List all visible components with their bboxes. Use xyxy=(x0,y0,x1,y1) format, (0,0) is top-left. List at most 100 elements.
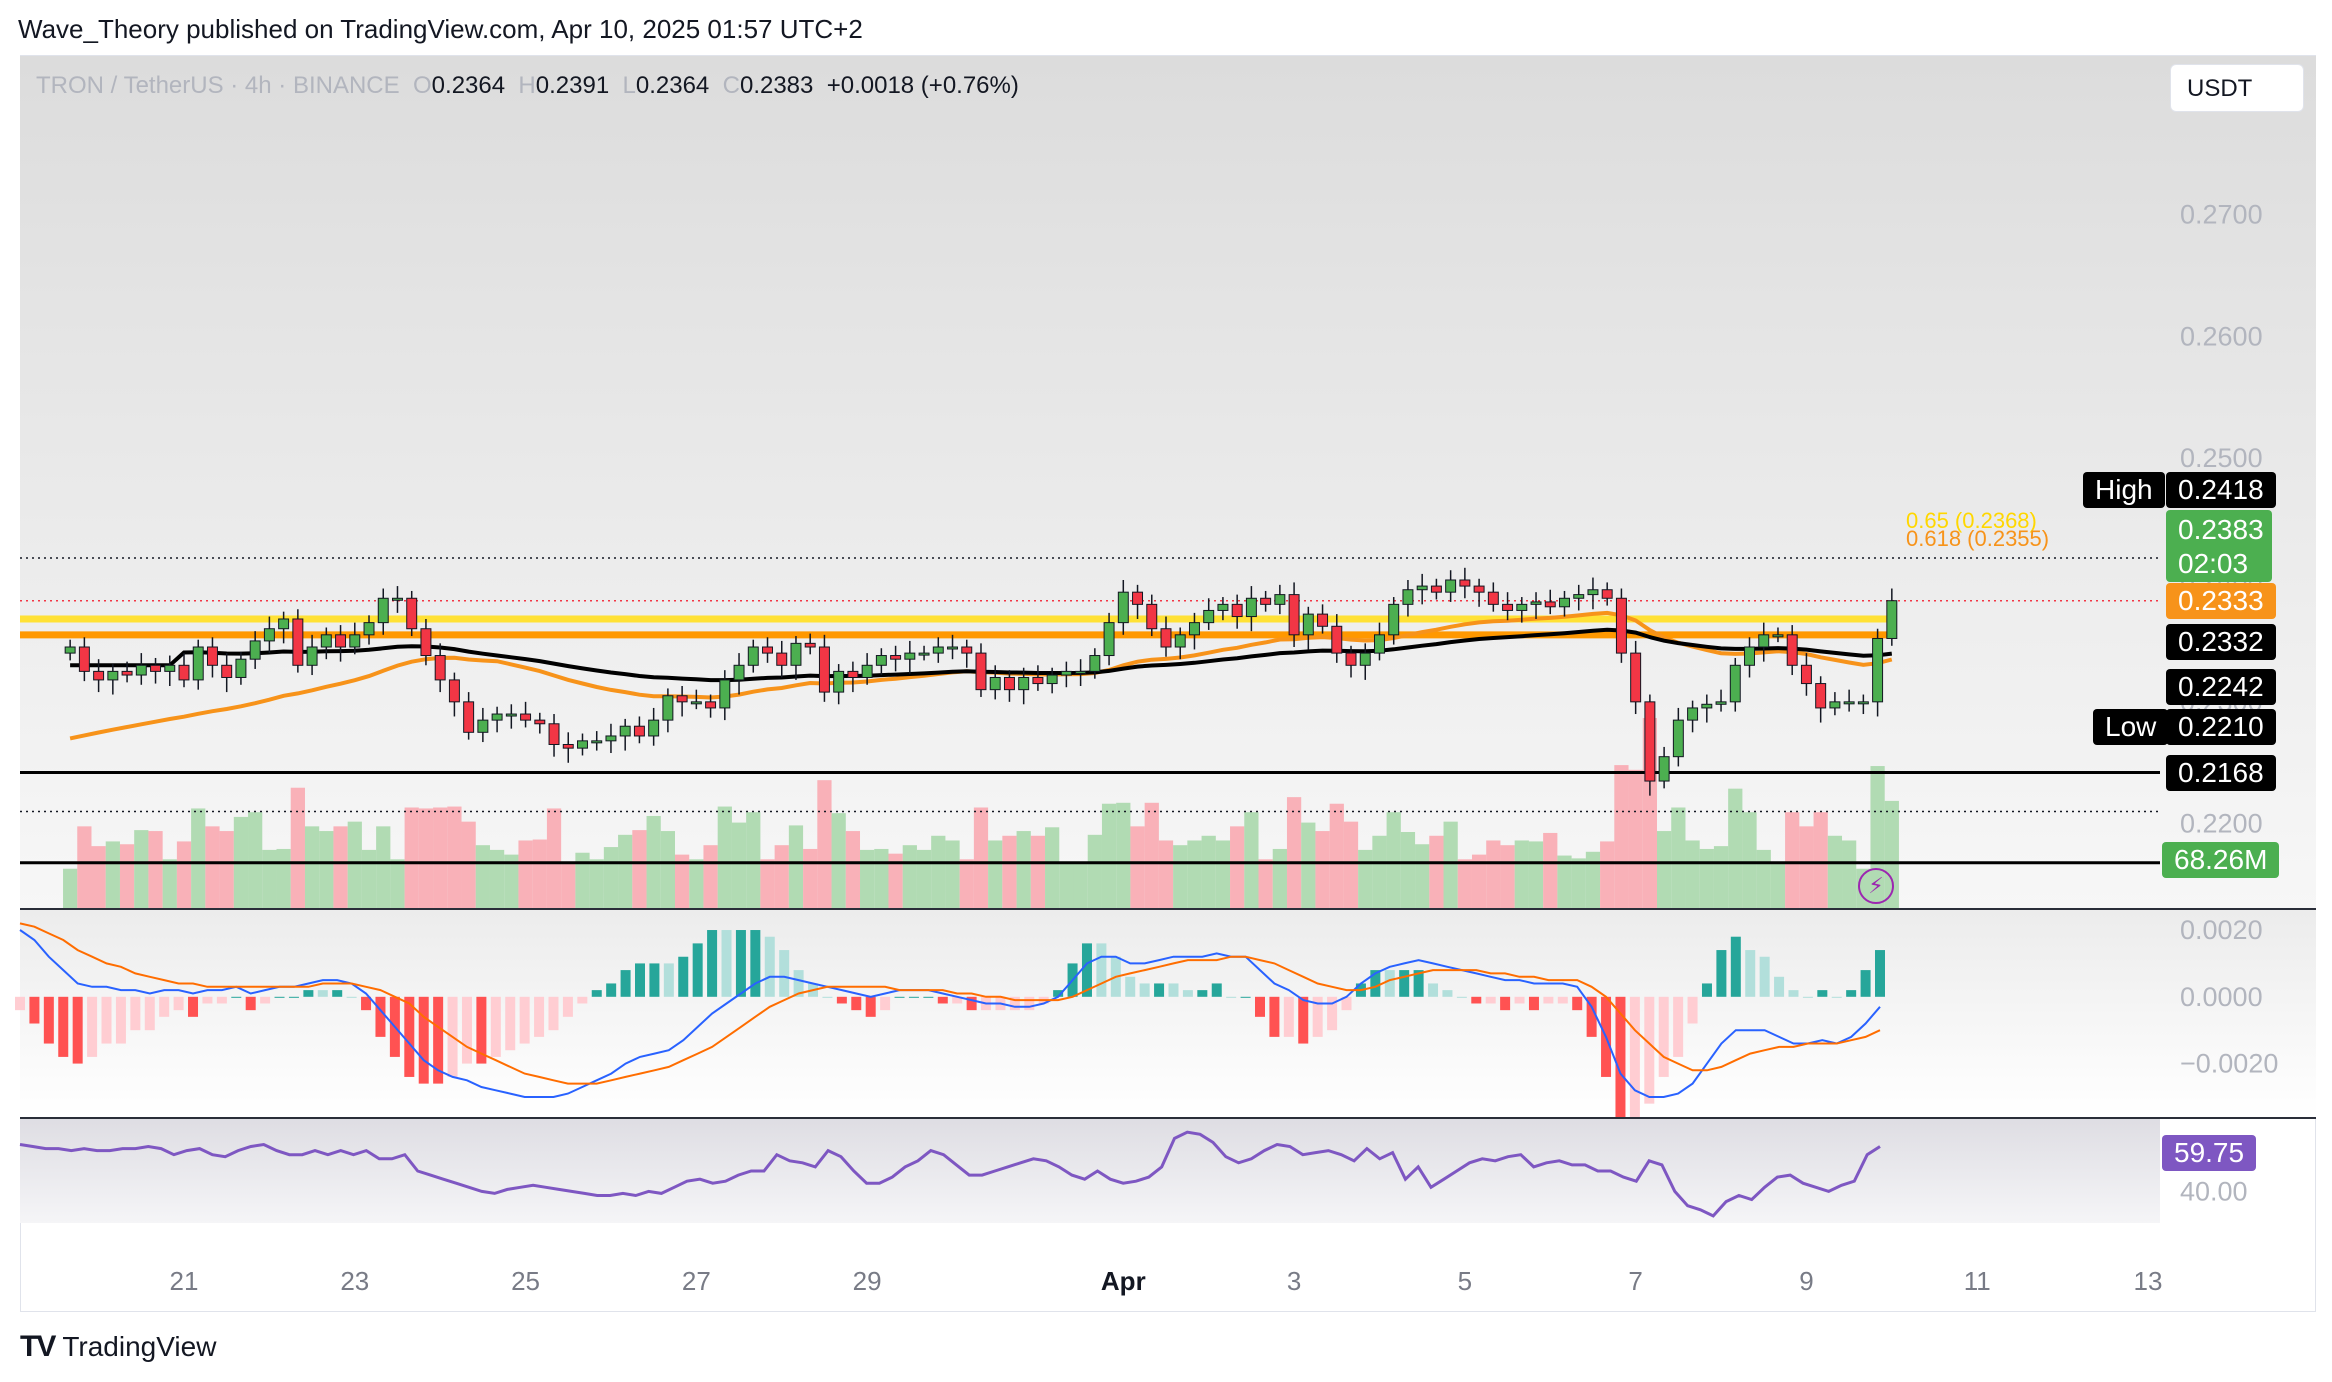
volume-bar xyxy=(1016,831,1031,908)
candle-body xyxy=(989,676,1001,691)
candle-body xyxy=(818,646,830,693)
volume-bar xyxy=(489,849,505,908)
candle-body xyxy=(1075,670,1087,674)
macd-histogram-bar xyxy=(260,996,271,1004)
macd-histogram-bar xyxy=(952,996,963,1004)
candle-body xyxy=(335,634,347,648)
volume-bar xyxy=(916,849,932,908)
symbol-legend[interactable]: TRON / TetherUS · 4h · BINANCE O0.2364 H… xyxy=(36,72,1019,100)
candle-body xyxy=(961,646,973,654)
macd-histogram-bar xyxy=(1384,970,1395,997)
candle-body xyxy=(292,618,304,666)
volume-bar xyxy=(988,840,1003,908)
macd-histogram-bar xyxy=(1442,990,1453,997)
legend-o-value: 0.2364 xyxy=(431,72,506,99)
candle-body xyxy=(1359,652,1371,666)
macd-histogram-bar xyxy=(1875,950,1885,997)
countdown-label: 02:03 xyxy=(2178,548,2249,579)
price-tick-label: 0.2500 xyxy=(2180,443,2263,473)
macd-histogram-bar xyxy=(1226,996,1237,998)
macd-histogram-bar xyxy=(548,996,559,1031)
volume-bar xyxy=(1073,864,1088,908)
macd-histogram-bar xyxy=(1139,983,1150,997)
candle-body xyxy=(406,597,418,630)
candle-body xyxy=(534,719,546,725)
candle-body xyxy=(847,670,859,678)
volume-bar xyxy=(1429,835,1444,908)
candle-body xyxy=(391,597,403,601)
volume-bar xyxy=(1315,831,1330,908)
volume-bar xyxy=(1101,803,1117,908)
macd-histogram-bar xyxy=(1053,990,1064,997)
macd-histogram-bar xyxy=(577,996,588,1004)
volume-bar xyxy=(148,831,163,908)
macd-histogram-bar xyxy=(159,996,170,1017)
candle-body xyxy=(363,622,375,636)
volume-bar xyxy=(561,863,576,908)
macd-histogram-bar xyxy=(836,996,847,1004)
volume-value-label: 68.26M xyxy=(2162,842,2280,878)
time-tick-label: 3 xyxy=(1287,1266,1301,1296)
volume-bar xyxy=(1002,835,1017,908)
candle-body xyxy=(1288,594,1300,636)
macd-histogram-bar xyxy=(130,996,141,1031)
candle-body xyxy=(577,740,588,749)
candle-body xyxy=(164,664,176,672)
volume-bar xyxy=(77,826,92,908)
candle-body xyxy=(1530,601,1542,605)
volume-bar xyxy=(1600,841,1615,908)
volume-bar xyxy=(361,849,377,908)
macd-histogram-bar xyxy=(735,930,746,997)
volume-bar xyxy=(532,839,547,908)
candle-body xyxy=(121,670,133,676)
macd-histogram-bar xyxy=(418,996,429,1084)
footer[interactable]: TV TradingView xyxy=(20,1330,216,1364)
volume-bar xyxy=(1030,835,1046,908)
time-tick-label: 13 xyxy=(2134,1266,2163,1296)
macd-histogram-bar xyxy=(721,930,732,997)
candle-body xyxy=(1174,634,1186,648)
macd-histogram-bar xyxy=(1370,970,1381,997)
volume-bar xyxy=(191,808,206,908)
replay-lightning-icon[interactable]: ⚡ xyxy=(1858,868,1894,904)
macd-histogram-bar xyxy=(1831,996,1842,998)
volume-bar xyxy=(119,844,135,908)
volume-bar xyxy=(817,780,832,908)
candle-body xyxy=(263,628,275,642)
fib-65-label: 0.65 (0.2368) xyxy=(1906,508,2037,533)
macd-histogram-bar xyxy=(1730,936,1741,997)
macd-histogram-bar xyxy=(288,996,299,998)
macd-histogram-bar xyxy=(1399,970,1410,997)
volume-bar xyxy=(433,807,448,908)
candle-body xyxy=(1132,591,1144,605)
levels-layer xyxy=(20,557,2160,865)
macd-histogram-bar xyxy=(1673,996,1684,1057)
macd-histogram-bar xyxy=(1096,943,1107,997)
candle-body xyxy=(1331,625,1343,654)
candle-body xyxy=(1516,603,1528,611)
candle-body xyxy=(107,670,119,681)
volume-bar xyxy=(1301,822,1316,908)
macd-histogram-bar xyxy=(490,996,501,1057)
macd-histogram-bar xyxy=(692,943,703,997)
candle-body xyxy=(1857,701,1869,705)
currency-button[interactable]: USDT xyxy=(2170,64,2304,112)
macd-histogram-bar xyxy=(865,996,876,1017)
time-tick-label: 9 xyxy=(1799,1266,1813,1296)
candle-body xyxy=(1260,597,1272,605)
candle-body xyxy=(192,646,204,681)
macd-histogram-bar xyxy=(1341,996,1352,1011)
volume-bar xyxy=(575,852,590,908)
legend-h-value: 0.2391 xyxy=(535,72,610,99)
macd-histogram-bar xyxy=(649,963,660,997)
high-tag: High xyxy=(2083,472,2165,508)
macd-histogram-bar xyxy=(245,996,256,1011)
volume-bar xyxy=(404,807,419,908)
macd-histogram-bar xyxy=(1817,990,1828,997)
candle-body xyxy=(1573,594,1585,599)
macd-histogram-bar xyxy=(505,996,516,1051)
macd-histogram-bar xyxy=(1528,996,1539,1011)
volume-bar xyxy=(1201,835,1216,908)
macd-histogram-bar xyxy=(101,996,112,1044)
